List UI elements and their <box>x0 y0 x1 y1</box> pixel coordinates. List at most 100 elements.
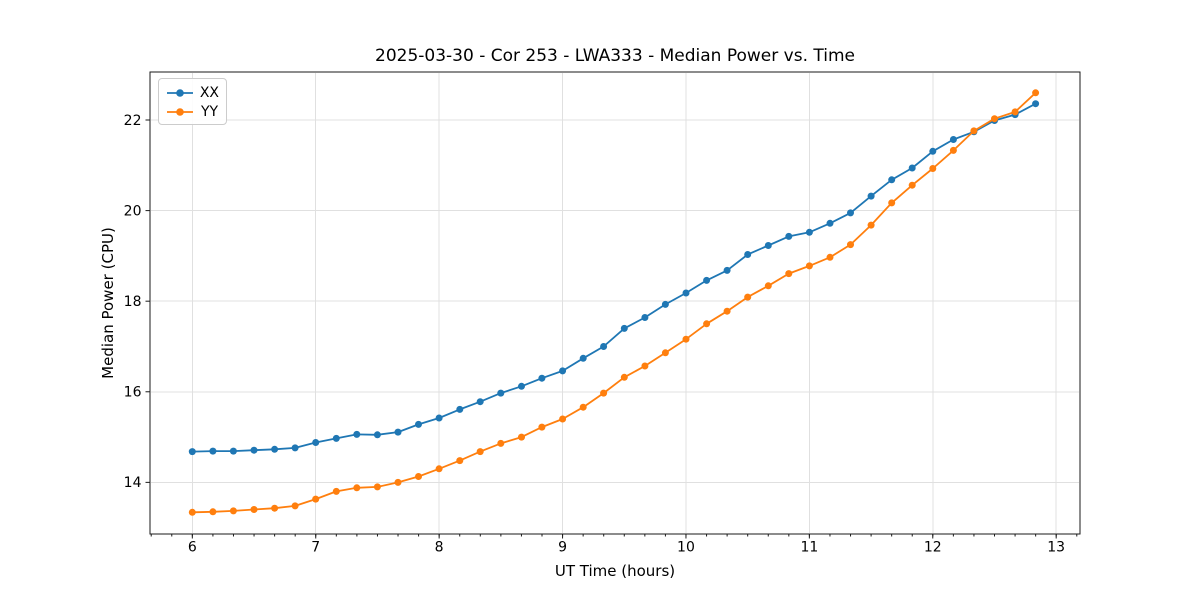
series-YY-marker <box>291 502 299 510</box>
series-YY-marker <box>991 115 998 123</box>
series-XX-marker <box>476 398 484 406</box>
y-tick-label: 16 <box>124 385 142 401</box>
series-XX-marker <box>929 147 937 155</box>
series-XX-marker <box>805 228 813 236</box>
series-YY-marker <box>538 423 546 431</box>
x-tick-label: 11 <box>800 540 818 556</box>
series-XX-marker <box>600 343 608 350</box>
series-YY-marker <box>373 483 381 491</box>
series-YY-line <box>191 91 1037 514</box>
x-tick-label: 8 <box>435 540 444 556</box>
series-YY-marker <box>908 181 916 189</box>
legend-marker-icon <box>167 107 193 116</box>
y-tick-label: 18 <box>124 294 142 310</box>
x-tick-label: 13 <box>1047 540 1065 556</box>
series-XX-marker <box>332 434 340 442</box>
series-XX-marker <box>620 324 628 332</box>
y-tick-label: 20 <box>124 203 142 219</box>
legend: XX YY <box>158 78 227 125</box>
series-XX-marker <box>703 276 711 284</box>
x-tick-label: 12 <box>924 540 942 556</box>
y-tick-label: 22 <box>124 113 142 129</box>
series-YY-marker <box>250 506 258 513</box>
series-YY-marker <box>518 433 525 441</box>
series-XX-marker <box>785 232 793 240</box>
series-XX-marker <box>394 428 402 436</box>
series-XX-marker <box>373 431 381 439</box>
series-YY-marker <box>949 146 957 154</box>
legend-label: YY <box>201 103 219 120</box>
series-XX-marker <box>867 192 875 200</box>
series-XX-marker <box>312 439 320 446</box>
series-XX-marker <box>271 445 279 453</box>
series-XX-marker <box>641 314 649 321</box>
series-YY-marker <box>682 335 690 343</box>
series-YY-marker <box>970 127 978 135</box>
series-XX-marker <box>538 374 546 382</box>
series-YY-marker <box>620 373 628 381</box>
series-YY-marker <box>744 293 752 301</box>
series-YY-marker <box>394 478 402 486</box>
y-tick-label: 14 <box>124 475 142 491</box>
series-XX-marker <box>888 176 896 184</box>
series-YY-marker <box>723 307 731 315</box>
legend-item-XX: XX <box>166 84 219 101</box>
series-YY-marker <box>435 465 443 473</box>
series-XX-marker <box>847 209 854 217</box>
plot-frame <box>149 71 1081 535</box>
series-YY-marker <box>929 165 937 172</box>
series-XX-marker <box>908 164 916 172</box>
series-XX-marker <box>744 251 752 258</box>
series-XX-marker <box>209 447 217 455</box>
x-tick-label: 7 <box>311 540 320 556</box>
series-YY-marker <box>764 282 772 290</box>
series-XX-marker <box>661 300 669 308</box>
series-YY-marker <box>209 508 217 516</box>
series-XX-marker <box>764 242 772 249</box>
series-YY-marker <box>661 349 669 357</box>
series-YY-marker <box>456 457 464 465</box>
series-YY-marker <box>415 473 422 480</box>
series-XX-marker <box>353 430 361 438</box>
legend-marker-icon <box>167 88 193 97</box>
series-YY-marker <box>1011 108 1019 116</box>
series-XX-line <box>191 102 1037 453</box>
series-YY-marker <box>229 507 237 515</box>
series-XX-marker <box>291 444 299 452</box>
series-XX-marker <box>456 405 464 413</box>
series-XX-marker <box>1032 100 1040 108</box>
series-XX-marker <box>497 389 505 397</box>
series-XX-marker <box>682 289 690 297</box>
series-YY-marker <box>641 362 649 370</box>
series-YY-marker <box>476 448 484 456</box>
series-YY-marker <box>867 221 875 229</box>
x-tick-label: 9 <box>558 540 567 556</box>
x-tick-label: 10 <box>677 540 695 556</box>
series-YY-marker <box>1032 89 1040 97</box>
x-axis-label: UT Time (hours) <box>554 562 676 580</box>
series-XX-marker <box>826 219 834 227</box>
series-YY-marker <box>703 320 711 328</box>
series-XX-marker <box>559 367 567 375</box>
series-YY-marker <box>559 415 567 423</box>
series-YY-marker <box>271 504 279 512</box>
series-YY-marker <box>785 270 793 278</box>
series-YY-marker <box>888 199 896 207</box>
series-YY-marker <box>805 262 813 270</box>
series-YY-marker <box>600 389 608 397</box>
chart-title: 2025-03-30 - Cor 253 - LWA333 - Median P… <box>375 46 855 66</box>
series-YY-marker <box>497 439 505 447</box>
series-XX-marker <box>435 414 443 422</box>
legend-item-YY: YY <box>166 103 219 120</box>
series-YY-marker <box>847 241 854 249</box>
y-axis-label: Median Power (CPU) <box>99 227 117 379</box>
series-YY-marker <box>579 403 587 411</box>
series-XX-marker <box>723 266 731 274</box>
series-YY-marker <box>312 495 320 503</box>
legend-label: XX <box>199 84 219 101</box>
series-YY-marker <box>826 253 834 261</box>
series-XX-marker <box>229 447 237 455</box>
series-YY-marker <box>353 484 361 492</box>
series-XX-marker <box>250 446 258 454</box>
